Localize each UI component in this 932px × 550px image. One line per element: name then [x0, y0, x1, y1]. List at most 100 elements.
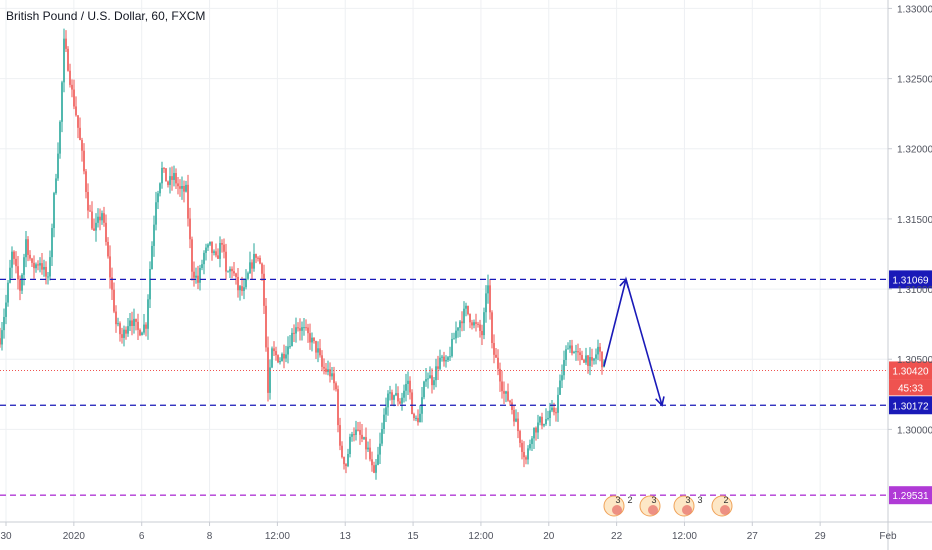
candle-body: [337, 389, 339, 426]
candle-body: [199, 267, 201, 283]
candle-body: [279, 361, 281, 363]
candle-body: [549, 410, 551, 418]
candle-body: [555, 412, 557, 414]
candle-body: [43, 266, 45, 270]
candle-body: [107, 241, 109, 257]
candle-body: [61, 82, 63, 122]
candle-body: [339, 425, 341, 446]
candle-body: [205, 247, 207, 253]
candle-body: [145, 324, 147, 329]
candle-body: [93, 228, 95, 231]
candle-body: [363, 437, 365, 439]
candle-body: [65, 38, 67, 49]
event-country-icon: [612, 505, 622, 515]
candle-body: [563, 359, 565, 376]
candle-body: [397, 393, 399, 402]
candle-body: [459, 321, 461, 328]
candle-body: [589, 357, 591, 366]
candle-body: [105, 222, 107, 242]
event-extra: 2: [627, 495, 632, 505]
candle-body: [69, 70, 71, 85]
candle-body: [391, 392, 393, 400]
candle-body: [497, 357, 499, 369]
candle-body: [1, 330, 3, 345]
candle-body: [301, 327, 303, 331]
candle-body: [415, 417, 417, 419]
candle-body: [127, 326, 129, 334]
candle-body: [377, 454, 379, 465]
candle-body: [461, 321, 463, 324]
candle-body: [81, 139, 83, 151]
candle-body: [531, 438, 533, 444]
candle-body: [53, 193, 55, 229]
candle-body: [577, 351, 579, 353]
candle-body: [31, 258, 33, 263]
candle-body: [221, 243, 223, 245]
x-tick-label: 12:00: [672, 531, 697, 542]
candle-body: [529, 443, 531, 449]
x-tick-label: 12:00: [265, 531, 290, 542]
candle-body: [191, 239, 193, 272]
candle-body: [239, 286, 241, 291]
candle-body: [551, 407, 553, 411]
candle-body: [173, 173, 175, 180]
candle-body: [353, 434, 355, 436]
candle-body: [77, 115, 79, 128]
candle-body: [27, 239, 29, 255]
candle-body: [243, 287, 245, 291]
candle-body: [0, 338, 1, 345]
candle-body: [473, 322, 475, 326]
candle-body: [259, 257, 261, 264]
candle-body: [63, 38, 65, 83]
candle-body: [485, 293, 487, 313]
candle-body: [525, 457, 527, 460]
candle-body: [21, 274, 23, 291]
candle-body: [425, 379, 427, 382]
candle-body: [573, 351, 575, 354]
candle-body: [493, 343, 495, 355]
event-count: 3: [615, 495, 620, 505]
current-price-label: 1.30420: [892, 366, 929, 377]
candle-body: [365, 437, 367, 450]
event-extra: 3: [697, 495, 702, 505]
candle-body: [515, 418, 517, 422]
candle-body: [595, 354, 597, 359]
candle-body: [99, 216, 101, 221]
candle-body: [565, 349, 567, 360]
candle-body: [419, 413, 421, 423]
candle-body: [59, 121, 61, 154]
candle-body: [329, 369, 331, 377]
candle-body: [447, 357, 449, 361]
candle-body: [553, 407, 555, 413]
candle-body: [91, 211, 93, 229]
candle-body: [71, 84, 73, 90]
candle-body: [463, 308, 465, 324]
x-tick-label: 15: [408, 531, 420, 542]
candle-body: [347, 453, 349, 467]
candle-body: [235, 273, 237, 277]
candle-body: [23, 257, 25, 275]
candle-body: [405, 383, 407, 391]
candle-body: [443, 356, 445, 362]
candle-body: [521, 442, 523, 452]
candle-body: [489, 285, 491, 313]
candle-body: [413, 413, 415, 419]
event-country-icon: [648, 505, 658, 515]
candle-body: [411, 392, 413, 414]
candle-body: [599, 346, 601, 352]
candle-body: [481, 330, 483, 336]
candle-body: [41, 263, 43, 270]
candle-body: [539, 416, 541, 423]
candle-body: [571, 345, 573, 354]
candle-body: [143, 324, 145, 333]
candle-body: [587, 355, 589, 366]
level-price-tag: [889, 486, 932, 505]
y-tick-label: 1.31500: [897, 215, 932, 226]
candle-body: [271, 348, 273, 368]
candle-body: [149, 268, 151, 300]
y-tick-label: 1.33000: [897, 4, 932, 15]
candle-body: [441, 356, 443, 358]
candle-body: [381, 428, 383, 444]
